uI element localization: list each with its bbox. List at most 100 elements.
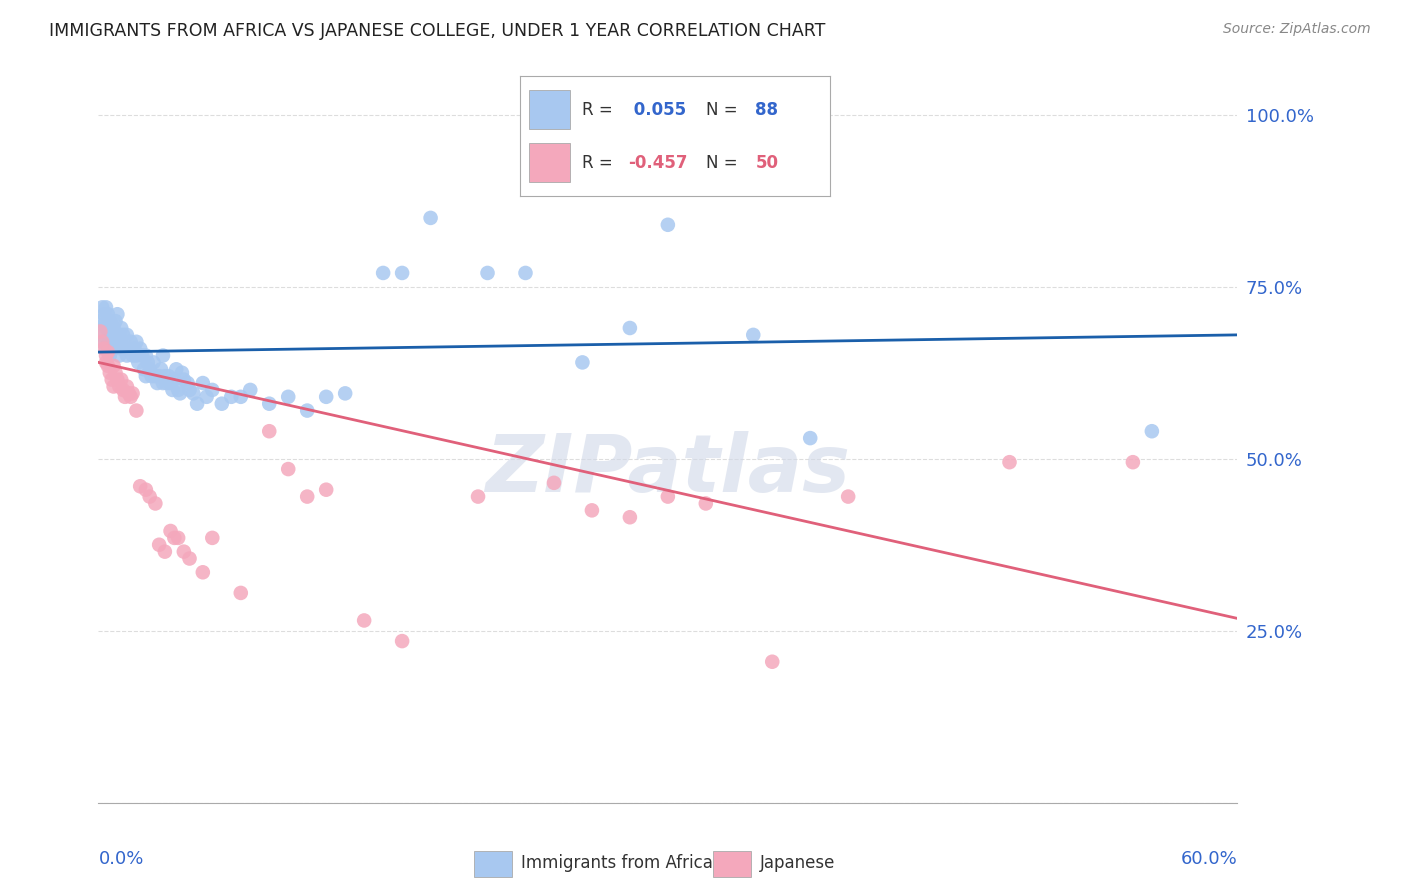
Point bbox=[148, 369, 170, 384]
Text: Immigrants from Africa: Immigrants from Africa bbox=[522, 854, 713, 872]
Point bbox=[297, 403, 319, 417]
Point bbox=[132, 362, 155, 376]
Point bbox=[125, 349, 148, 363]
Point bbox=[159, 524, 181, 538]
Point bbox=[211, 397, 233, 411]
Point bbox=[94, 301, 117, 315]
Point bbox=[98, 314, 121, 328]
Point bbox=[167, 531, 190, 545]
Point bbox=[148, 538, 170, 552]
Text: Japanese: Japanese bbox=[761, 854, 835, 872]
Point bbox=[135, 483, 157, 497]
Point bbox=[159, 376, 181, 390]
Point bbox=[371, 266, 394, 280]
Point bbox=[657, 490, 679, 504]
Point bbox=[998, 455, 1021, 469]
Point bbox=[477, 266, 499, 280]
Point bbox=[391, 266, 413, 280]
Point bbox=[115, 379, 138, 393]
FancyBboxPatch shape bbox=[713, 851, 751, 877]
Text: IMMIGRANTS FROM AFRICA VS JAPANESE COLLEGE, UNDER 1 YEAR CORRELATION CHART: IMMIGRANTS FROM AFRICA VS JAPANESE COLLE… bbox=[49, 22, 825, 40]
Point bbox=[98, 349, 121, 363]
Point bbox=[131, 349, 153, 363]
Point bbox=[467, 490, 489, 504]
Point bbox=[695, 496, 717, 510]
Point bbox=[152, 376, 174, 390]
Point bbox=[657, 218, 679, 232]
Text: R =: R = bbox=[582, 153, 619, 171]
Point bbox=[120, 334, 142, 349]
Point bbox=[799, 431, 821, 445]
Point bbox=[94, 349, 117, 363]
Point bbox=[704, 135, 727, 149]
Point bbox=[91, 327, 114, 342]
Point bbox=[120, 390, 142, 404]
Point bbox=[125, 403, 148, 417]
Point bbox=[94, 355, 117, 369]
Point bbox=[121, 386, 143, 401]
Point bbox=[183, 386, 205, 401]
Point bbox=[103, 342, 125, 356]
Point bbox=[107, 373, 129, 387]
Point bbox=[163, 373, 186, 387]
Point bbox=[107, 334, 129, 349]
Point bbox=[93, 342, 115, 356]
Point bbox=[103, 379, 125, 393]
Point bbox=[98, 366, 121, 380]
Point bbox=[125, 334, 148, 349]
Point bbox=[94, 342, 117, 356]
Text: Source: ZipAtlas.com: Source: ZipAtlas.com bbox=[1223, 22, 1371, 37]
Point bbox=[104, 331, 127, 345]
Point bbox=[353, 614, 375, 628]
Point bbox=[335, 386, 357, 401]
Point bbox=[1140, 424, 1163, 438]
FancyBboxPatch shape bbox=[530, 90, 569, 128]
Point bbox=[1122, 455, 1144, 469]
Point bbox=[103, 321, 125, 335]
Point bbox=[179, 551, 201, 566]
Point bbox=[115, 349, 138, 363]
Point bbox=[104, 366, 127, 380]
Point bbox=[201, 383, 224, 397]
Point bbox=[97, 345, 120, 359]
Text: ZIPatlas: ZIPatlas bbox=[485, 432, 851, 509]
Point bbox=[201, 531, 224, 545]
Point bbox=[112, 327, 135, 342]
Point bbox=[110, 342, 132, 356]
Point bbox=[94, 321, 117, 335]
Point bbox=[229, 586, 252, 600]
Text: R =: R = bbox=[582, 101, 619, 119]
Point bbox=[135, 349, 157, 363]
Point bbox=[619, 510, 641, 524]
Point bbox=[100, 318, 122, 332]
FancyBboxPatch shape bbox=[530, 144, 569, 182]
Point bbox=[259, 397, 281, 411]
Point bbox=[162, 383, 184, 397]
Point bbox=[277, 462, 299, 476]
Point bbox=[107, 307, 129, 321]
Point bbox=[141, 369, 163, 384]
Point bbox=[153, 369, 176, 384]
Point bbox=[108, 349, 131, 363]
Point bbox=[146, 376, 169, 390]
Point bbox=[195, 390, 218, 404]
Point bbox=[163, 531, 186, 545]
Point bbox=[129, 479, 152, 493]
Point bbox=[315, 483, 337, 497]
Point bbox=[118, 342, 141, 356]
Point bbox=[103, 359, 125, 373]
Point bbox=[93, 334, 115, 349]
Point bbox=[259, 424, 281, 438]
Point bbox=[179, 383, 201, 397]
Point bbox=[138, 362, 160, 376]
Point bbox=[157, 369, 180, 384]
Point bbox=[91, 334, 114, 349]
Point bbox=[89, 314, 111, 328]
Point bbox=[110, 373, 132, 387]
Point bbox=[142, 355, 165, 369]
Point bbox=[118, 386, 141, 401]
Point bbox=[150, 362, 173, 376]
Point bbox=[97, 321, 120, 335]
Point bbox=[176, 376, 198, 390]
Point bbox=[124, 342, 146, 356]
